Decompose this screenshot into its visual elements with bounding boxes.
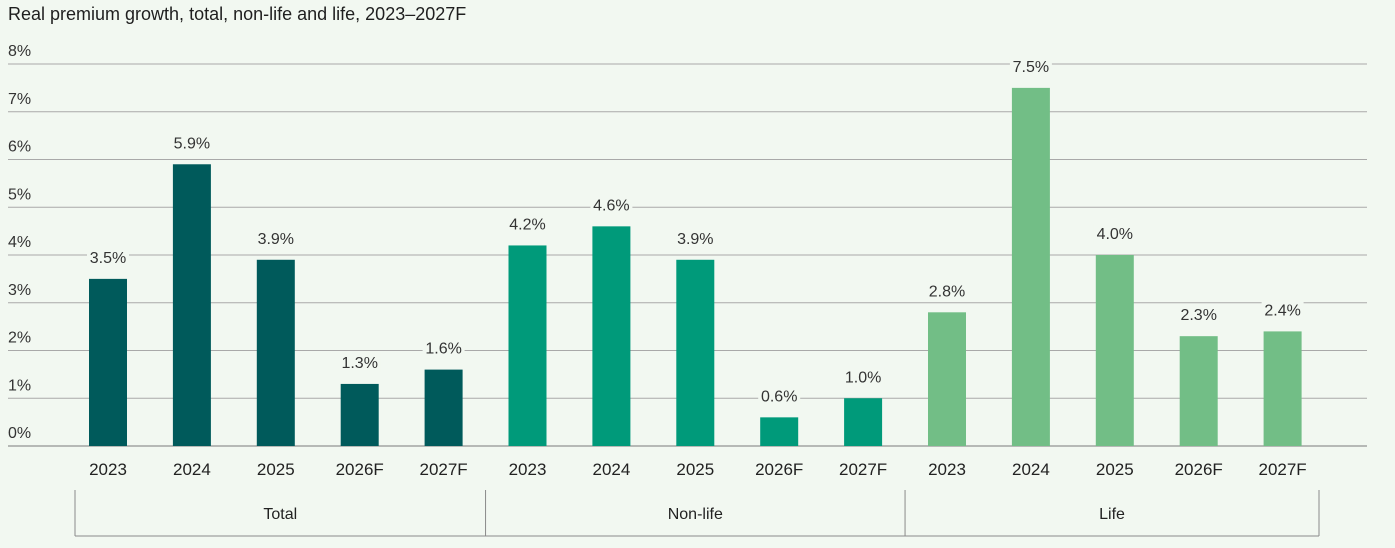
y-tick-label: 2% bbox=[8, 330, 31, 347]
data-label-bg bbox=[338, 352, 381, 373]
data-label-bg bbox=[1261, 300, 1304, 321]
x-tick-label: 2027F bbox=[1258, 460, 1306, 479]
x-tick-label: 2023 bbox=[509, 460, 547, 479]
x-tick-label: 2023 bbox=[89, 460, 127, 479]
data-label: 3.9% bbox=[258, 231, 294, 248]
x-tick-label: 2026F bbox=[755, 460, 803, 479]
x-tick-label: 2027F bbox=[419, 460, 467, 479]
bar bbox=[340, 383, 379, 446]
bar bbox=[1011, 87, 1050, 446]
data-label: 1.0% bbox=[845, 369, 881, 386]
data-label: 4.0% bbox=[1097, 226, 1133, 243]
bar bbox=[1095, 255, 1134, 446]
data-label-bg bbox=[842, 367, 885, 388]
x-tick-label: 2025 bbox=[676, 460, 714, 479]
data-label-bg bbox=[87, 247, 129, 268]
data-label: 0.6% bbox=[761, 388, 797, 405]
bar bbox=[172, 164, 211, 446]
group-label: Life bbox=[1099, 506, 1125, 523]
bar bbox=[424, 369, 463, 446]
y-tick-label: 4% bbox=[8, 234, 31, 251]
bar bbox=[1263, 331, 1302, 446]
x-tick-label: 2023 bbox=[928, 460, 966, 479]
data-label-bg bbox=[422, 338, 465, 359]
data-label-bg bbox=[1009, 56, 1052, 77]
bar bbox=[928, 312, 966, 446]
x-tick-label: 2027F bbox=[839, 460, 887, 479]
bar bbox=[844, 398, 883, 446]
group-label: Total bbox=[263, 506, 297, 523]
y-tick-label: 0% bbox=[8, 425, 31, 442]
data-label: 2.8% bbox=[929, 283, 965, 300]
bar bbox=[1179, 336, 1218, 446]
bar bbox=[256, 259, 295, 446]
y-tick-label: 8% bbox=[8, 43, 31, 60]
data-label: 5.9% bbox=[174, 135, 210, 152]
bar bbox=[592, 226, 631, 446]
data-label-bg bbox=[1177, 305, 1220, 326]
y-tick-label: 3% bbox=[8, 282, 31, 299]
y-tick-label: 1% bbox=[8, 377, 31, 394]
data-label: 1.3% bbox=[341, 355, 377, 372]
data-label: 3.9% bbox=[677, 231, 713, 248]
y-tick-label: 7% bbox=[8, 91, 31, 108]
chart-title: Real premium growth, total, non-life and… bbox=[8, 4, 467, 24]
data-label-bg bbox=[506, 214, 549, 235]
y-tick-label: 5% bbox=[8, 186, 31, 203]
x-tick-label: 2024 bbox=[173, 460, 211, 479]
x-tick-label: 2025 bbox=[1096, 460, 1134, 479]
data-label-bg bbox=[590, 195, 633, 216]
data-label: 1.6% bbox=[425, 341, 461, 358]
x-tick-label: 2024 bbox=[592, 460, 630, 479]
group-label: Non-life bbox=[668, 506, 723, 523]
data-label-bg bbox=[170, 133, 213, 154]
data-label: 3.5% bbox=[90, 250, 126, 267]
data-label-bg bbox=[674, 228, 717, 249]
data-label-bg bbox=[926, 281, 968, 302]
x-tick-label: 2024 bbox=[1012, 460, 1050, 479]
bar bbox=[89, 278, 127, 446]
y-tick-label: 6% bbox=[8, 139, 31, 156]
data-label: 7.5% bbox=[1013, 59, 1049, 76]
data-label-bg bbox=[254, 228, 297, 249]
data-label: 2.3% bbox=[1180, 307, 1216, 324]
x-tick-label: 2025 bbox=[257, 460, 295, 479]
bar bbox=[508, 245, 547, 446]
data-label-bg bbox=[758, 386, 801, 407]
bar bbox=[676, 259, 715, 446]
data-label: 4.2% bbox=[509, 216, 545, 233]
bar bbox=[760, 417, 799, 446]
data-label: 2.4% bbox=[1264, 302, 1300, 319]
x-tick-label: 2026F bbox=[1175, 460, 1223, 479]
data-label: 4.6% bbox=[593, 197, 629, 214]
x-tick-label: 2026F bbox=[336, 460, 384, 479]
data-label-bg bbox=[1093, 224, 1136, 244]
